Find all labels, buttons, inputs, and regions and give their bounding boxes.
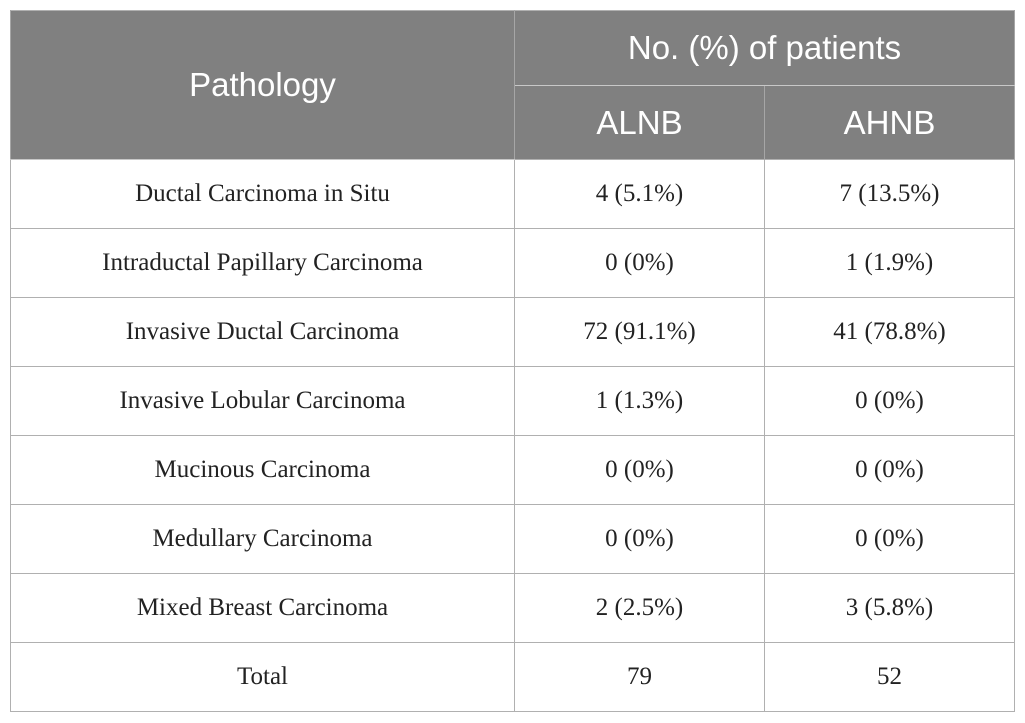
cell-alnb: 1 (1.3%): [514, 366, 765, 436]
cell-ahnb: 0 (0%): [764, 504, 1015, 574]
table-row: Intraductal Papillary Carcinoma 0 (0%) 1…: [10, 228, 1015, 298]
table-header: Pathology No. (%) of patients ALNB AHNB: [10, 10, 1015, 160]
cell-pathology: Medullary Carcinoma: [10, 504, 515, 574]
cell-alnb: 2 (2.5%): [514, 573, 765, 643]
cell-alnb: 72 (91.1%): [514, 297, 765, 367]
header-alnb: ALNB: [514, 85, 765, 160]
cell-ahnb: 3 (5.8%): [764, 573, 1015, 643]
cell-pathology: Ductal Carcinoma in Situ: [10, 159, 515, 229]
table-row: Invasive Lobular Carcinoma 1 (1.3%) 0 (0…: [10, 366, 1015, 436]
cell-alnb: 4 (5.1%): [514, 159, 765, 229]
cell-pathology: Intraductal Papillary Carcinoma: [10, 228, 515, 298]
table-row: Medullary Carcinoma 0 (0%) 0 (0%): [10, 504, 1015, 574]
cell-pathology: Total: [10, 642, 515, 712]
cell-alnb: 0 (0%): [514, 228, 765, 298]
header-ahnb: AHNB: [764, 85, 1015, 160]
cell-alnb: 0 (0%): [514, 504, 765, 574]
table-row: Mucinous Carcinoma 0 (0%) 0 (0%): [10, 435, 1015, 505]
cell-ahnb: 0 (0%): [764, 435, 1015, 505]
header-group-title: No. (%) of patients: [514, 10, 1015, 86]
cell-ahnb: 41 (78.8%): [764, 297, 1015, 367]
cell-pathology: Mucinous Carcinoma: [10, 435, 515, 505]
cell-ahnb: 7 (13.5%): [764, 159, 1015, 229]
cell-ahnb: 52: [764, 642, 1015, 712]
cell-pathology: Mixed Breast Carcinoma: [10, 573, 515, 643]
cell-pathology: Invasive Ductal Carcinoma: [10, 297, 515, 367]
table-row: Mixed Breast Carcinoma 2 (2.5%) 3 (5.8%): [10, 573, 1015, 643]
table-row: Ductal Carcinoma in Situ 4 (5.1%) 7 (13.…: [10, 159, 1015, 229]
cell-ahnb: 0 (0%): [764, 366, 1015, 436]
cell-pathology: Invasive Lobular Carcinoma: [10, 366, 515, 436]
pathology-table: Pathology No. (%) of patients ALNB AHNB …: [10, 10, 1015, 712]
table-row-total: Total 79 52: [10, 642, 1015, 712]
cell-alnb: 79: [514, 642, 765, 712]
table-body: Ductal Carcinoma in Situ 4 (5.1%) 7 (13.…: [10, 159, 1015, 712]
table-row: Invasive Ductal Carcinoma 72 (91.1%) 41 …: [10, 297, 1015, 367]
header-pathology: Pathology: [10, 10, 515, 160]
cell-ahnb: 1 (1.9%): [764, 228, 1015, 298]
cell-alnb: 0 (0%): [514, 435, 765, 505]
